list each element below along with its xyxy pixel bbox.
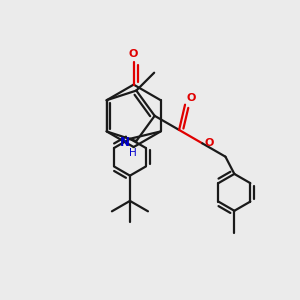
Text: N: N <box>120 136 130 149</box>
Text: O: O <box>187 93 196 103</box>
Text: O: O <box>205 138 214 148</box>
Text: O: O <box>129 49 138 59</box>
Text: H: H <box>130 148 137 158</box>
